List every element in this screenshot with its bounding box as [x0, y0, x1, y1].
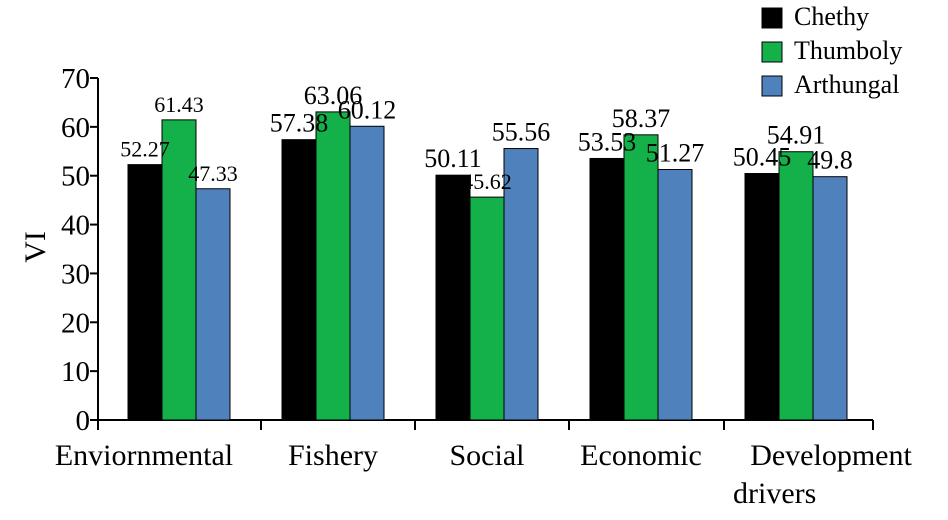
legend-swatch — [761, 7, 783, 29]
value-labels: 52.27 57.38 50.11 53.53 50.45 61.43 63.06 45.62… — [120, 81, 853, 194]
category-label: Economic — [580, 439, 702, 472]
value-label: 55.56 — [492, 118, 551, 147]
y-tick-label: 20 — [61, 307, 90, 339]
value-label: 60.12 — [338, 95, 397, 124]
bar-arthungal-0 — [195, 188, 231, 421]
value-label: 47.33 — [188, 161, 238, 186]
category-label: Enviornmental — [55, 439, 233, 472]
value-label: 49.8 — [807, 146, 853, 175]
bar-chethy-1 — [281, 139, 317, 421]
bar-arthungal-4 — [812, 176, 848, 421]
bar-thumboly-0 — [161, 119, 197, 421]
y-tick-label: 30 — [61, 258, 90, 290]
value-label: 54.91 — [767, 121, 826, 150]
bar-chethy-0 — [127, 164, 163, 421]
legend-label: Thumboly — [794, 36, 902, 65]
category-label: drivers — [733, 477, 816, 510]
bar-thumboly-1 — [315, 111, 351, 421]
category-labels: Enviornmental Fishery Social Economic Develo… — [55, 439, 913, 510]
value-label: 50.11 — [424, 144, 482, 173]
legend-swatch — [761, 75, 783, 97]
y-axis-label: VI — [19, 231, 52, 263]
bar-chethy-3 — [589, 157, 625, 421]
value-label: 61.43 — [154, 92, 204, 117]
y-ticks: 0 10 20 30 40 50 60 70 — [61, 63, 98, 437]
value-label: 63.06 — [304, 81, 363, 110]
bar-thumboly-3 — [623, 134, 659, 421]
legend: Chethy Thumboly Arthungal — [761, 2, 902, 99]
category-label: Social — [450, 439, 525, 472]
y-tick-label: 0 — [76, 405, 91, 437]
legend-label: Chethy — [794, 2, 869, 31]
y-tick-label: 10 — [61, 356, 90, 388]
value-label: 58.37 — [612, 104, 671, 133]
legend-label: Arthungal — [794, 70, 899, 99]
bars — [127, 111, 848, 421]
value-label: 50.45 — [733, 143, 792, 172]
category-label: Fishery — [288, 439, 378, 472]
y-tick-label: 50 — [61, 161, 90, 193]
value-label: 45.62 — [462, 169, 512, 194]
value-label: 51.27 — [646, 139, 705, 168]
value-label: 53.53 — [578, 127, 637, 156]
category-label: Development — [750, 439, 912, 472]
y-tick-label: 70 — [61, 63, 90, 95]
bar-thumboly-2 — [469, 196, 505, 421]
bar-arthungal-3 — [657, 169, 693, 421]
bar-thumboly-4 — [778, 151, 814, 421]
y-tick-label: 60 — [61, 112, 90, 144]
bar-arthungal-2 — [503, 148, 539, 421]
value-label: 57.38 — [270, 109, 329, 138]
bar-chethy-2 — [435, 174, 471, 421]
bar-chethy-4 — [744, 173, 780, 421]
value-label: 52.27 — [120, 137, 170, 162]
y-tick-label: 40 — [61, 210, 90, 242]
bar-arthungal-1 — [349, 125, 385, 421]
legend-swatch — [761, 41, 783, 63]
